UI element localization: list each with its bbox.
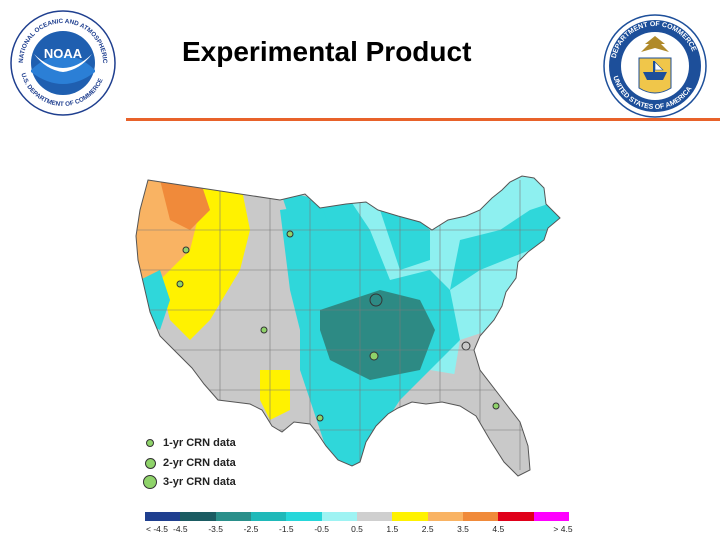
color-scale-label: 0.5 [351, 524, 363, 534]
color-scale-label: 3.5 [457, 524, 469, 534]
noaa-center-text: NOAA [44, 46, 83, 61]
color-scale-swatch [427, 512, 463, 521]
station-small [316, 414, 324, 422]
page-title: Experimental Product [182, 36, 472, 67]
color-scale-label: 1.5 [386, 524, 399, 534]
station-small [176, 280, 184, 288]
station-legend-label: 2-yr CRN data [163, 457, 236, 469]
header-rule [126, 118, 720, 121]
station-small [286, 230, 294, 238]
station-legend-label: 3-yr CRN data [163, 476, 236, 488]
color-scale-label: 2.5 [421, 524, 434, 534]
color-scale-label: -2.5 [243, 524, 259, 534]
noaa-logo: NATIONAL OCEANIC AND ATMOSPHERIC ADMINIS… [10, 10, 116, 116]
color-scale-swatch [462, 512, 499, 521]
station-legend-item: 3-yr CRN data [143, 474, 236, 490]
station-legend-label: 1-yr CRN data [163, 437, 236, 449]
region-yellow-northwest [160, 180, 250, 340]
medium-circle-icon [145, 457, 156, 469]
color-scale-label: -3.5 [208, 524, 223, 534]
color-scale-swatch [356, 512, 393, 521]
color-scale-swatch [250, 512, 287, 521]
color-scale-swatch [392, 512, 428, 521]
large-circle-icon [143, 475, 157, 489]
us-outline [135, 175, 561, 477]
commerce-seal: DEPARTMENT OF COMMERCE UNITED STATES OF … [603, 14, 707, 118]
color-scale-swatch [321, 512, 357, 521]
color-scale-label: -1.5 [279, 524, 294, 534]
color-scale-label: 4.5 [492, 524, 505, 534]
color-scale-labels: < -4.5 -4.5 -3.5 -2.5 -1.5 -0.5 0.5 1.5 2.5 3.5 4.… [145, 524, 573, 538]
color-scale-label: > 4.5 [553, 524, 573, 534]
station-small [492, 402, 500, 410]
region-gray-southeast [450, 320, 560, 476]
station-small [236, 402, 244, 410]
region-yellow-southwest [260, 370, 290, 420]
seal-eagle-icon [641, 36, 669, 52]
color-scale-bar [145, 512, 569, 521]
color-scale-label: -4.5 [173, 524, 188, 534]
noaa-bird-icon [34, 54, 92, 72]
header: NATIONAL OCEANIC AND ATMOSPHERIC ADMINIS… [0, 0, 720, 122]
color-scale-swatch [498, 512, 534, 521]
region-dark-teal [320, 290, 435, 380]
station-legend-item: 1-yr CRN data [143, 435, 236, 451]
us-anomaly-map [135, 175, 561, 477]
station-small [182, 246, 190, 254]
station-small [260, 326, 268, 334]
color-scale-label: -0.5 [314, 524, 329, 534]
station-medium [369, 351, 379, 361]
color-scale-label: < -4.5 [146, 524, 168, 534]
region-cyan-lakes [380, 210, 430, 270]
color-scale-swatch [180, 512, 216, 521]
station-legend-item: 2-yr CRN data [143, 455, 236, 471]
color-scale-swatch [286, 512, 322, 521]
small-circle-icon [146, 439, 154, 447]
station-large [369, 293, 383, 307]
color-scale-swatch [145, 512, 181, 521]
color-scale-swatch [215, 512, 251, 521]
region-orange [160, 180, 210, 230]
color-scale-swatch [533, 512, 569, 521]
station-legend: 1-yr CRN data 2-yr CRN data 3-yr CRN dat… [143, 435, 273, 495]
